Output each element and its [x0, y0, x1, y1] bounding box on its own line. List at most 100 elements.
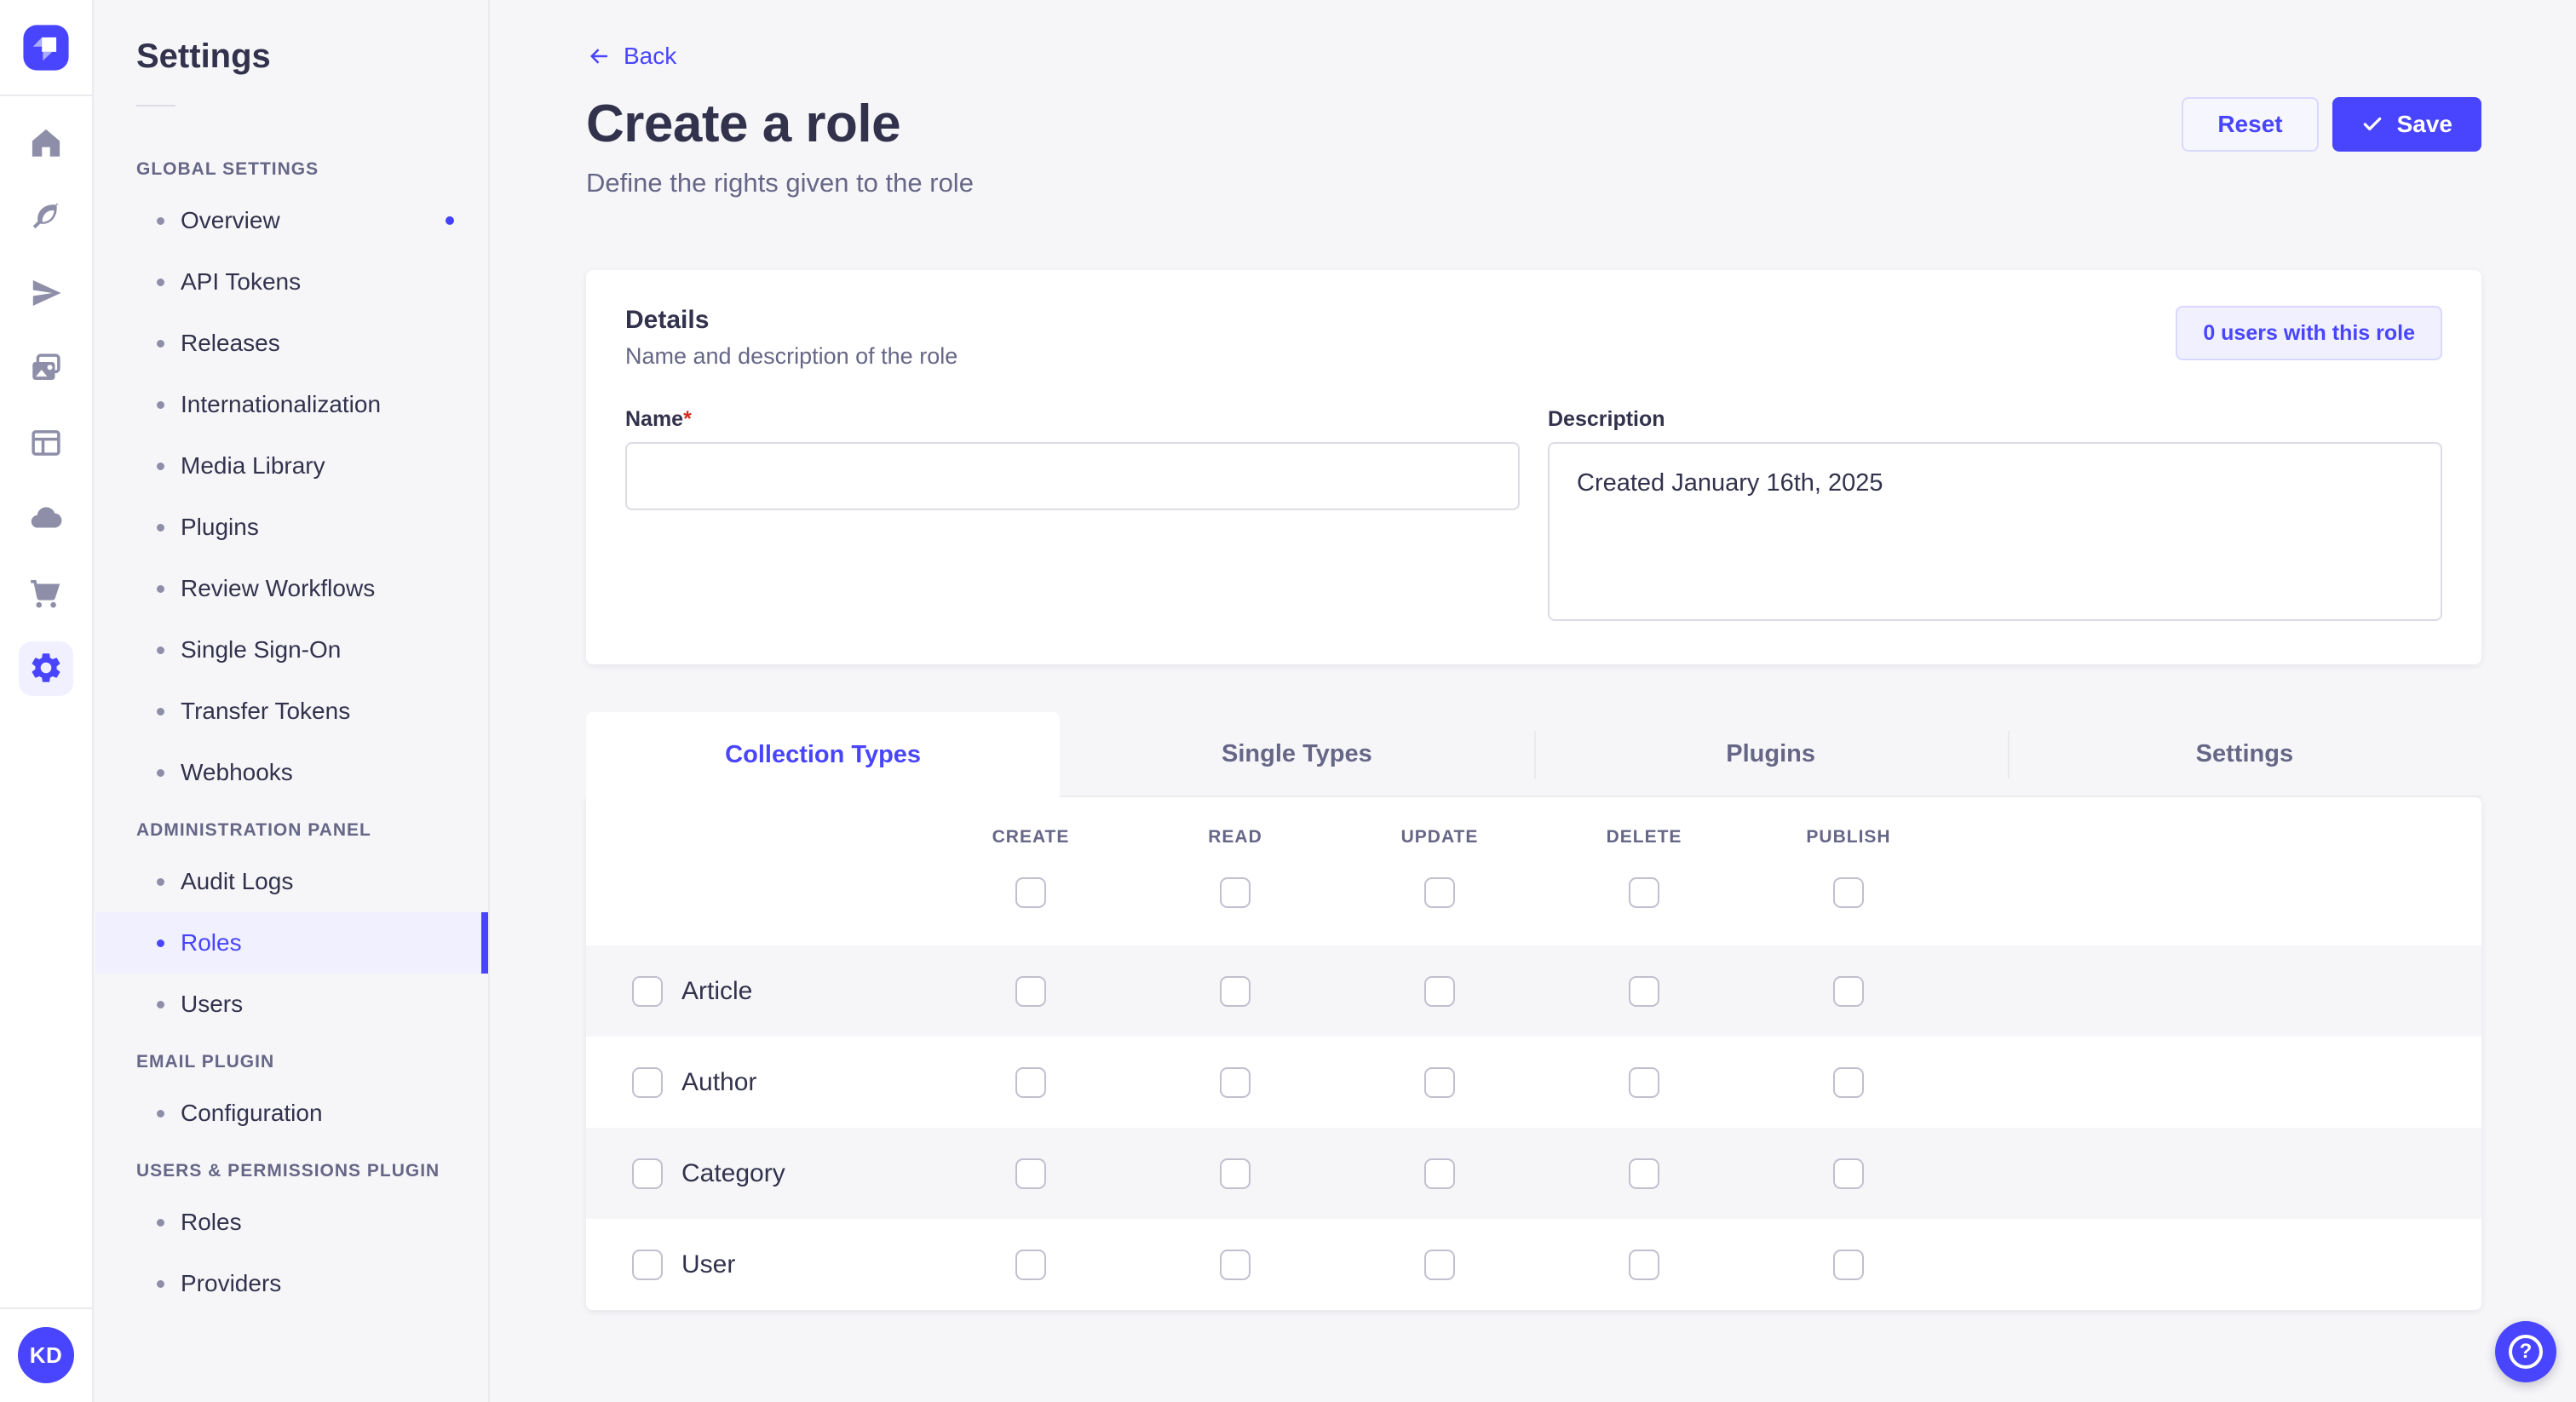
page-subtitle: Define the rights given to the role: [586, 168, 974, 198]
user-delete-checkbox[interactable]: [1629, 1249, 1659, 1280]
sidebar-item-transfer-tokens[interactable]: Transfer Tokens: [95, 681, 488, 742]
sidebar-item-roles[interactable]: Roles: [95, 912, 488, 974]
article-update-checkbox[interactable]: [1424, 975, 1455, 1007]
cart-nav-button[interactable]: [19, 566, 73, 621]
settings-subnav: Settings GLOBAL SETTINGS Overview API Toke…: [95, 0, 490, 1402]
category-create-checkbox[interactable]: [1015, 1158, 1046, 1189]
select-article-checkbox[interactable]: [632, 975, 663, 1007]
cloud-nav-button[interactable]: [19, 491, 73, 546]
sidebar-item-providers[interactable]: Providers: [95, 1253, 488, 1314]
back-label: Back: [624, 43, 677, 69]
bullet-icon: [157, 278, 164, 286]
paper-plane-nav-button[interactable]: [19, 267, 73, 321]
save-button[interactable]: Save: [2332, 96, 2481, 152]
row-label: Category: [681, 1158, 785, 1187]
feather-nav-button[interactable]: [19, 192, 73, 246]
sidebar-item-label: Configuration: [181, 1100, 323, 1126]
bullet-icon: [157, 339, 164, 348]
reset-button[interactable]: Reset: [2182, 96, 2319, 152]
select-all-update-checkbox[interactable]: [1424, 877, 1455, 908]
author-delete-checkbox[interactable]: [1629, 1066, 1659, 1098]
tab-settings[interactable]: Settings: [2007, 712, 2481, 797]
subnav-section: GLOBAL SETTINGS Overview API Tokens Release…: [95, 152, 488, 803]
author-update-checkbox[interactable]: [1424, 1066, 1455, 1098]
bullet-icon: [157, 707, 164, 715]
article-create-checkbox[interactable]: [1015, 975, 1046, 1007]
category-update-checkbox[interactable]: [1424, 1158, 1455, 1189]
column-header-publish: PUBLISH: [1806, 827, 1891, 847]
sidebar-item-configuration[interactable]: Configuration: [95, 1083, 488, 1144]
avatar[interactable]: KD: [18, 1327, 74, 1383]
tab-collection-types[interactable]: Collection Types: [586, 712, 1061, 797]
tab-plugins[interactable]: Plugins: [1533, 712, 2008, 797]
gear-nav-button[interactable]: [19, 641, 73, 696]
details-subtitle: Name and description of the role: [625, 343, 958, 369]
user-update-checkbox[interactable]: [1424, 1249, 1455, 1280]
category-read-checkbox[interactable]: [1220, 1158, 1251, 1189]
sidebar-item-label: Roles: [181, 929, 242, 956]
sidebar-item-label: Transfer Tokens: [181, 698, 351, 724]
rail-bottom: KD: [0, 1307, 93, 1402]
sidebar-item-internationalization[interactable]: Internationalization: [95, 374, 488, 435]
sidebar-item-webhooks[interactable]: Webhooks: [95, 742, 488, 803]
select-category-checkbox[interactable]: [632, 1158, 663, 1189]
user-create-checkbox[interactable]: [1015, 1249, 1046, 1280]
select-user-checkbox[interactable]: [632, 1249, 663, 1280]
select-all-create-checkbox[interactable]: [1015, 877, 1046, 908]
sidebar-item-users[interactable]: Users: [95, 974, 488, 1035]
sidebar-item-label: API Tokens: [181, 268, 302, 295]
description-textarea[interactable]: Created January 16th, 2025: [1548, 442, 2442, 621]
subnav-section: USERS & PERMISSIONS PLUGIN Roles Providers: [95, 1154, 488, 1314]
sidebar-item-label: Single Sign-On: [181, 636, 342, 663]
sidebar-item-label: Review Workflows: [181, 575, 376, 601]
strapi-logo-icon[interactable]: [21, 23, 71, 72]
article-delete-checkbox[interactable]: [1629, 975, 1659, 1007]
article-publish-checkbox[interactable]: [1833, 975, 1864, 1007]
subnav-divider: [136, 105, 175, 106]
sidebar-item-audit-logs[interactable]: Audit Logs: [95, 851, 488, 912]
media-library-nav-button[interactable]: [19, 342, 73, 396]
bullet-icon: [157, 216, 164, 225]
users-with-role-button[interactable]: 0 users with this role: [2176, 306, 2442, 360]
select-author-checkbox[interactable]: [632, 1066, 663, 1098]
sidebar-item-label: Roles: [181, 1209, 242, 1235]
bullet-icon: [157, 1279, 164, 1288]
sidebar-item-api-tokens[interactable]: API Tokens: [95, 251, 488, 313]
back-link[interactable]: Back: [586, 43, 676, 70]
subnav-section: ADMINISTRATION PANEL Audit Logs Roles Users: [95, 813, 488, 1035]
row-label: Author: [681, 1067, 757, 1096]
sidebar-item-roles[interactable]: Roles: [95, 1192, 488, 1253]
page-title: Create a role: [586, 95, 901, 153]
bullet-icon: [157, 1109, 164, 1118]
sidebar-item-overview[interactable]: Overview: [95, 190, 488, 251]
user-read-checkbox[interactable]: [1220, 1249, 1251, 1280]
name-input[interactable]: [625, 442, 1520, 510]
sidebar-item-review-workflows[interactable]: Review Workflows: [95, 558, 488, 619]
sidebar-item-single-sign-on[interactable]: Single Sign-On: [95, 619, 488, 681]
author-create-checkbox[interactable]: [1015, 1066, 1046, 1098]
select-all-delete-checkbox[interactable]: [1629, 877, 1659, 908]
bullet-icon: [157, 646, 164, 654]
category-publish-checkbox[interactable]: [1833, 1158, 1864, 1189]
help-button[interactable]: ?: [2495, 1321, 2556, 1382]
subnav-section: EMAIL PLUGIN Configuration: [95, 1045, 488, 1144]
paper-plane-icon: [28, 275, 64, 313]
author-read-checkbox[interactable]: [1220, 1066, 1251, 1098]
layout-panel-nav-button[interactable]: [19, 417, 73, 471]
category-delete-checkbox[interactable]: [1629, 1158, 1659, 1189]
tab-single-types[interactable]: Single Types: [1060, 712, 1534, 797]
home-nav-button[interactable]: [19, 117, 73, 171]
sidebar-item-media-library[interactable]: Media Library: [95, 435, 488, 497]
sidebar-item-label: Media Library: [181, 452, 325, 479]
column-header-update: UPDATE: [1400, 827, 1479, 847]
select-all-publish-checkbox[interactable]: [1833, 877, 1864, 908]
user-publish-checkbox[interactable]: [1833, 1249, 1864, 1280]
article-read-checkbox[interactable]: [1220, 975, 1251, 1007]
author-publish-checkbox[interactable]: [1833, 1066, 1864, 1098]
sidebar-item-releases[interactable]: Releases: [95, 313, 488, 374]
back-arrow-icon: [590, 49, 607, 64]
select-all-read-checkbox[interactable]: [1220, 877, 1251, 908]
sidebar-item-plugins[interactable]: Plugins: [95, 497, 488, 558]
notification-dot-icon: [446, 216, 454, 225]
home-icon: [28, 125, 64, 164]
